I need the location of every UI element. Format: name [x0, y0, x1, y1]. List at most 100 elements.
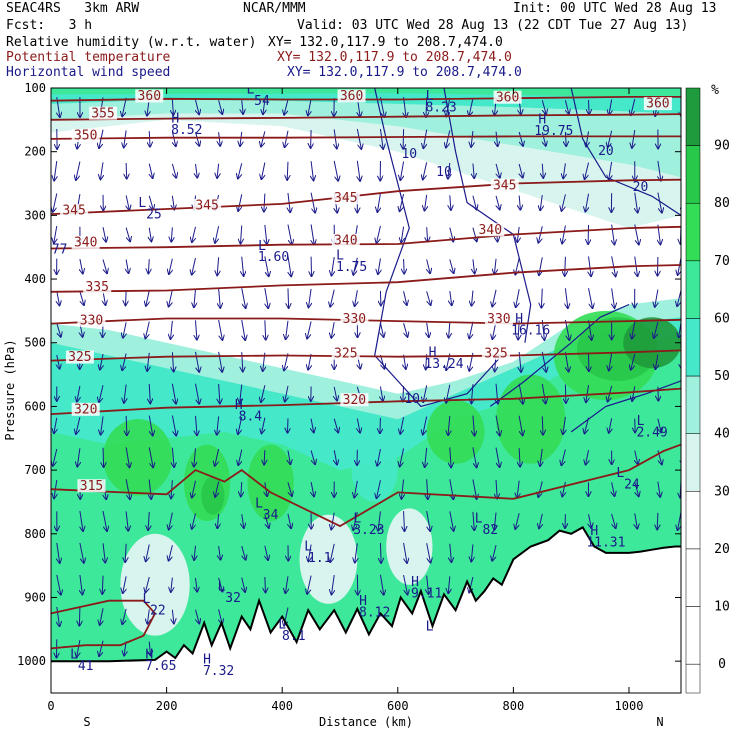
colorbar-label-50: 50	[714, 369, 730, 384]
wind-arrow-112	[192, 257, 196, 275]
wind-arrow-381	[588, 288, 593, 308]
wind-arrow-100	[171, 415, 176, 436]
axes: 100 200 300 400 500 600 700 800 900 1000 0 200 400 60…	[17, 81, 681, 713]
wind-arrow-14	[57, 542, 60, 563]
wind-arrow-114	[195, 320, 196, 339]
wind-arrow-81	[149, 384, 150, 403]
extremum-value-14: 82	[482, 523, 498, 538]
wind-arrow-180	[286, 320, 288, 339]
y-tick-label-700: 700	[24, 463, 46, 477]
wind-arrow-109	[195, 163, 197, 178]
theta-label-bg-21	[340, 393, 369, 407]
wind-arrow-236	[355, 543, 358, 562]
wind-arrow-281	[425, 447, 427, 467]
wind-arrow-264	[400, 417, 403, 434]
wind-arrow-194	[311, 224, 314, 244]
wind-arrow-388	[589, 514, 592, 528]
wind-arrow-304	[473, 163, 474, 179]
colorbar-label-20: 20	[714, 542, 730, 557]
extremum-symbol-4: L	[138, 196, 146, 211]
wind-arrow-142	[240, 131, 242, 146]
wind-arrow-156	[242, 577, 245, 592]
y-tick-label-600: 600	[24, 399, 46, 413]
wind-arrow-321	[496, 195, 500, 210]
theta-label-bg-4	[89, 106, 118, 120]
wind-arrow-271	[423, 129, 426, 149]
theta-label-3: 360	[646, 97, 669, 112]
wind-arrow-384	[586, 385, 589, 402]
wind-arrow-319	[496, 131, 498, 147]
wind-arrow-335	[519, 163, 523, 178]
theta-label-8: 345	[334, 191, 357, 206]
wind-arrow-272	[423, 162, 428, 179]
theta-label-bg-8	[331, 191, 360, 205]
extremum-value-2: 8.23	[425, 101, 456, 116]
wind-arrow-138	[219, 545, 221, 560]
wind-arrow-362	[565, 131, 566, 146]
wind-arrow-257	[400, 193, 405, 211]
extremum-value-10: 2.49	[636, 425, 667, 440]
y-tick-label-500: 500	[24, 336, 46, 350]
x-tick-label-800: 800	[503, 699, 525, 713]
extremum-value-19: 8.12	[359, 606, 390, 621]
x-axis-title: Distance (km)	[319, 715, 413, 729]
extremum-symbol-16: L	[304, 539, 312, 554]
colorbar-label-70: 70	[714, 254, 730, 269]
wind-arrow-145	[241, 225, 242, 243]
x-tick-label-600: 600	[387, 699, 409, 713]
wind-arrow-151	[238, 416, 243, 434]
theta-label-bg-10	[71, 235, 100, 249]
wind-arrow-172	[265, 577, 266, 592]
colorbar-segment-6	[685, 433, 701, 492]
wind-arrow-249	[377, 448, 380, 466]
wind-arrow-95	[169, 258, 172, 274]
wind-arrow-162	[264, 256, 269, 276]
wind-arrow-259	[404, 259, 405, 274]
wind-arrow-99	[171, 383, 176, 404]
wind-arrow-77	[148, 259, 149, 273]
extremum-symbol-10: L	[637, 414, 645, 429]
wind-arrow-85	[148, 511, 149, 530]
extremum-symbol-2: L	[426, 89, 434, 104]
wind-arrow-205	[307, 575, 312, 594]
wind-arrow-219	[331, 512, 334, 530]
extremum-value-8: 13.24	[424, 357, 463, 372]
wind-arrow-250	[377, 480, 381, 498]
wind-arrow-179	[288, 288, 289, 307]
wind-arrow-20	[76, 161, 81, 180]
wind-label-4: 10	[404, 392, 420, 407]
theta-label-18: 325	[334, 346, 357, 361]
wind-arrow-242	[377, 225, 381, 243]
wind-arrow-331	[494, 512, 496, 530]
extremum-value-18: 22	[150, 604, 166, 619]
wind-arrow-436	[678, 257, 681, 275]
wind-arrow-47	[103, 447, 104, 467]
wind-arrow-29	[77, 448, 80, 466]
wind-arrow-332	[492, 544, 497, 561]
wind-arrow-296	[448, 415, 450, 435]
wind-arrow-327	[496, 383, 498, 404]
wind-arrow-291	[449, 259, 454, 274]
colorbar: 90 80 70 60 50 40 30 20 10 0	[685, 87, 730, 694]
theta-label-bg-11	[331, 234, 360, 248]
wind-arrow-84	[149, 479, 151, 499]
extremum-value-3: 19.75	[534, 124, 573, 139]
wind-arrow-49	[102, 510, 107, 531]
wind-arrow-316	[471, 544, 473, 561]
wind-arrow-73	[149, 131, 150, 147]
wind-arrow-57	[126, 195, 129, 209]
theta-label-bg-6	[60, 204, 89, 218]
wind-arrow-88	[147, 609, 149, 623]
wind-arrow-101	[172, 447, 174, 467]
colorbar-segment-7	[685, 491, 701, 550]
wind-arrow-293	[449, 322, 450, 337]
wind-arrow-415	[634, 482, 639, 496]
wind-arrow-133	[219, 383, 220, 403]
theta-label-bg-22	[77, 479, 106, 493]
wind-arrow-106	[172, 609, 174, 624]
extremum-symbol-1: H	[171, 111, 179, 126]
wind-arrow-353	[541, 288, 542, 308]
wind-label-0: 10	[401, 147, 417, 162]
theta-label-14: 330	[80, 313, 103, 328]
